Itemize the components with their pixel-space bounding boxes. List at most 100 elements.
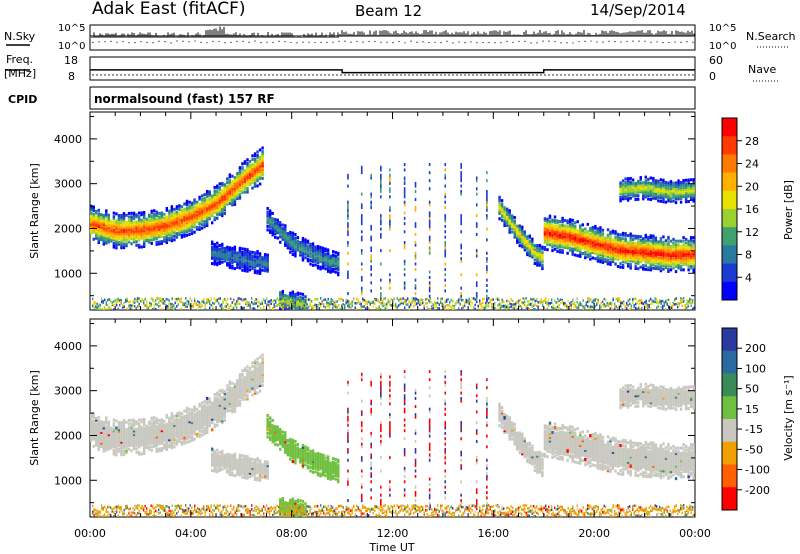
- power-cell: [261, 258, 264, 262]
- power-near-cell: [518, 304, 520, 308]
- power-cell: [505, 223, 509, 227]
- power-near-cell: [210, 304, 212, 307]
- power-cell: [523, 232, 526, 236]
- power-cell: [624, 191, 627, 195]
- power-cell: [173, 227, 176, 231]
- power-near-cell: [501, 300, 503, 304]
- power-near-cell: [486, 298, 488, 302]
- power-cell: [604, 250, 607, 254]
- power-near-cell: [414, 303, 416, 306]
- power-cell: [211, 245, 214, 249]
- power-cell: [274, 217, 277, 221]
- power-cell: [516, 230, 519, 234]
- power-cell: [551, 225, 554, 229]
- power-streak: [389, 179, 391, 183]
- power-cell: [125, 229, 128, 233]
- power-cell: [551, 220, 554, 224]
- power-cell: [216, 191, 219, 195]
- power-cell: [236, 172, 239, 176]
- power-cell: [294, 240, 297, 244]
- power-cell: [629, 180, 632, 184]
- power-cell: [662, 196, 665, 200]
- power-cell: [183, 218, 186, 222]
- power-cell: [579, 236, 582, 240]
- power-streak: [370, 238, 372, 242]
- power-cell: [284, 227, 287, 231]
- power-cell: [226, 245, 229, 249]
- power-cell: [284, 226, 287, 230]
- power-near-cell: [423, 306, 425, 309]
- power-cell: [284, 234, 287, 238]
- power-near-cell: [269, 303, 271, 306]
- power-cell: [667, 186, 670, 190]
- power-cell: [637, 245, 640, 249]
- power-cell: [672, 246, 675, 250]
- power-near-cell: [417, 301, 419, 305]
- power-cell: [647, 266, 650, 270]
- power-streak: [460, 189, 462, 193]
- power-cell: [639, 185, 642, 189]
- power-cell: [664, 188, 668, 192]
- power-streak: [380, 179, 382, 183]
- power-near-cell: [441, 302, 443, 306]
- power-cell: [246, 172, 249, 176]
- power-cell: [581, 239, 584, 243]
- power-cell: [526, 236, 529, 240]
- power-cell: [120, 231, 123, 235]
- power-cell: [208, 204, 211, 208]
- power-cell: [256, 159, 259, 163]
- power-cell: [634, 258, 637, 262]
- power-cell: [689, 185, 693, 189]
- power-cell: [213, 193, 216, 197]
- power-cell: [596, 239, 600, 243]
- power-streak: [380, 189, 382, 193]
- power-cell: [614, 257, 617, 261]
- power-near-cell: [416, 297, 418, 301]
- power-cell: [246, 269, 249, 273]
- power-cell: [279, 231, 282, 235]
- power-streak: [414, 278, 417, 282]
- power-cell: [563, 226, 567, 230]
- power-cell: [117, 235, 121, 239]
- power-cell: [155, 212, 158, 216]
- power-near-cell: [452, 308, 454, 310]
- power-cell: [558, 227, 562, 231]
- power-cell: [140, 231, 143, 235]
- power-near-cell: [248, 301, 250, 304]
- power-cell: [105, 221, 108, 225]
- power-cell: [246, 248, 249, 252]
- power-cell: [301, 242, 305, 246]
- power-streak: [414, 243, 417, 247]
- power-near-cell: [516, 308, 518, 310]
- nave-dot: [548, 74, 550, 76]
- power-cell: [657, 190, 660, 194]
- power-cell: [619, 242, 622, 246]
- power-cell: [541, 247, 544, 251]
- power-near-cell: [348, 303, 350, 306]
- power-cell: [533, 262, 537, 266]
- power-cell: [241, 162, 244, 166]
- power-cell: [90, 219, 93, 223]
- power-cell: [221, 244, 224, 248]
- power-cell: [649, 266, 653, 270]
- power-cell: [637, 197, 640, 201]
- power-cell: [677, 266, 680, 270]
- power-cell: [110, 230, 113, 234]
- power-near-cell: [432, 306, 434, 310]
- power-near-cell: [545, 297, 547, 301]
- power-cell: [236, 180, 239, 184]
- power-streak: [444, 219, 447, 223]
- power-cell: [606, 244, 610, 248]
- power-cell: [616, 252, 620, 256]
- power-near-cell: [207, 300, 209, 303]
- power-cell: [321, 253, 325, 257]
- power-cell: [637, 256, 640, 260]
- power-cell: [692, 190, 695, 194]
- power-cell: [576, 229, 579, 233]
- power-near-cell: [261, 300, 263, 304]
- power-cell: [125, 228, 128, 232]
- power-cell: [689, 243, 693, 247]
- power-cell: [256, 164, 259, 168]
- power-cell: [274, 219, 277, 223]
- power-cell: [508, 214, 511, 218]
